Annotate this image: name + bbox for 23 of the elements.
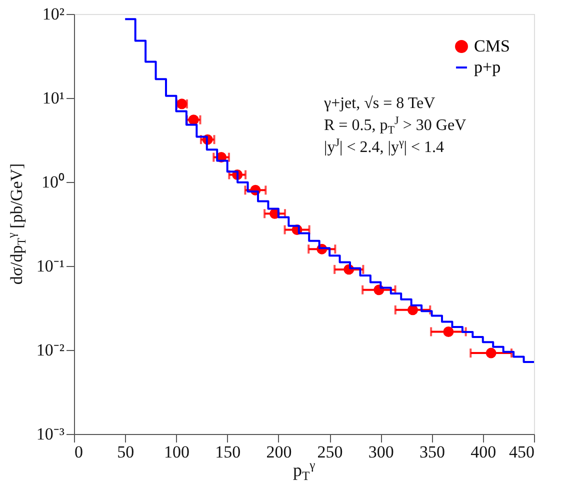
y-tick-label: 10¹: [42, 88, 64, 108]
x-tick-label: 0: [74, 442, 83, 462]
legend-label: CMS: [474, 36, 510, 56]
x-tick-label: 50: [117, 442, 134, 462]
x-tick-label: 200: [266, 442, 292, 462]
y-axis-title: dσ/dpTγ [pb/GeV]: [4, 163, 29, 285]
x-tick-label: 400: [470, 442, 496, 462]
x-tick-label: 450: [509, 442, 534, 462]
point: [486, 348, 496, 358]
y-tick-label: 10⁰: [42, 172, 64, 192]
y-tick-label: 10⁻³: [36, 424, 64, 444]
y-tick-label: 10⁻¹: [36, 256, 64, 276]
point: [443, 326, 454, 337]
legend-label: p+p: [474, 58, 501, 76]
y-tick-label: 10⁻²: [36, 340, 64, 360]
annotation: γ+jet, √s = 8 TeV: [323, 95, 436, 112]
x-tick-label: 250: [317, 442, 343, 462]
x-tick-label: 100: [164, 442, 190, 462]
x-tick-label: 150: [215, 442, 241, 462]
x-tick-label: 350: [420, 442, 446, 462]
point: [188, 114, 199, 126]
x-tick-label: 300: [368, 442, 394, 462]
y-tick-label: 10²: [42, 4, 64, 24]
